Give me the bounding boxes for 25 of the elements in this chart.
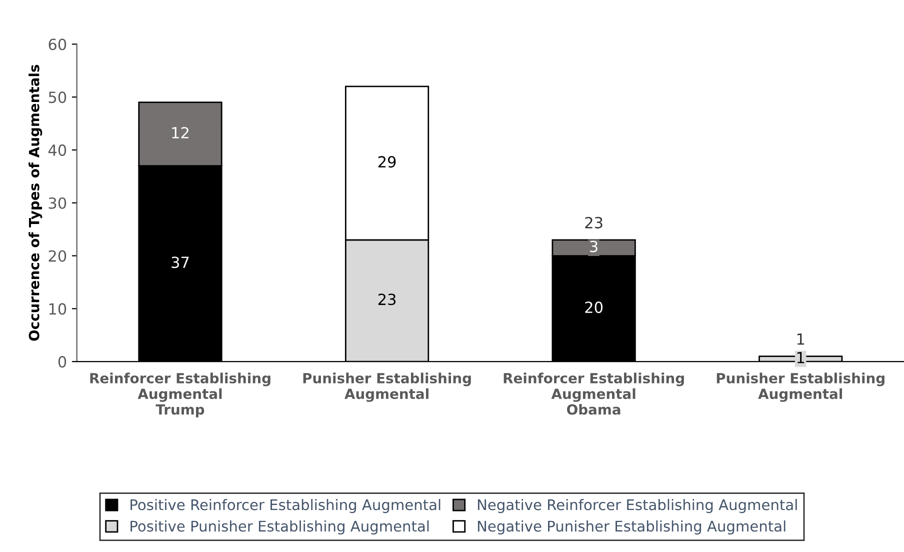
y-tick-label: 40 — [48, 144, 66, 156]
x-tick-label: Punisher Establishing Augmental — [303, 372, 471, 402]
total-label: 1 — [797, 333, 804, 345]
data-label: 29 — [378, 156, 396, 168]
y-tick-label: 0 — [58, 356, 66, 368]
data-label: 3 — [590, 240, 598, 252]
legend-label: Negative Punisher Establishing Augmental — [478, 520, 786, 534]
y-tick-label: 60 — [48, 38, 66, 50]
data-label: 37 — [172, 256, 189, 268]
y-tick-label: 30 — [48, 197, 66, 209]
legend-label: Positive Punisher Establishing Augmental — [130, 520, 429, 534]
legend-label: Positive Reinforcer Establishing Augmental — [130, 498, 440, 514]
data-label: 20 — [585, 302, 603, 314]
y-tick-label: 20 — [48, 250, 66, 262]
data-label: 12 — [172, 126, 188, 138]
legend-label: Negative Reinforcer Establishing Augmental — [478, 498, 797, 514]
x-tick-label: Reinforcer Establishing Augmental Obama — [504, 372, 684, 415]
total-label: 23 — [585, 216, 602, 228]
y-axis-title: Occurrence of Types of Augmentals — [28, 64, 42, 341]
y-tick-label: 50 — [48, 92, 66, 104]
x-tick-label: Reinforcer Establishing Augmental Trump — [90, 372, 270, 418]
data-label: 23 — [378, 294, 396, 306]
y-tick-label: 10 — [49, 303, 66, 315]
x-tick-label: Punisher Establishing Augmental — [716, 372, 884, 402]
data-label: 1 — [797, 352, 804, 364]
